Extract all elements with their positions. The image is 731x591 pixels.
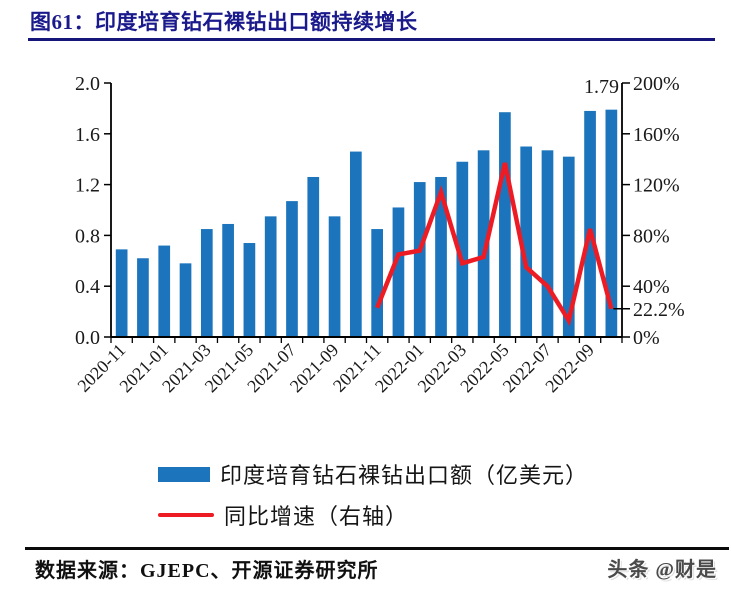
y-axis-right-label: 120% [633, 175, 680, 197]
y-axis-right-label: 0% [633, 327, 660, 349]
y-axis-right-label: 200% [633, 73, 680, 95]
value-annotation: 1.79 [584, 76, 619, 98]
bar [200, 229, 213, 337]
y-axis-left-label: 2.0 [75, 73, 100, 95]
legend-bar-swatch [158, 466, 210, 482]
legend-item-growth: 同比增速（右轴） [158, 499, 408, 531]
watermark: 头条 @财是 [607, 559, 717, 581]
bar [222, 223, 234, 337]
y-axis-right-label: 160% [633, 124, 680, 146]
bar [562, 156, 575, 337]
report-title: 图61：印度培育钻石裸钻出口额持续增长 [30, 10, 418, 34]
y-axis-left-label: 1.6 [75, 124, 100, 146]
legend-line-swatch [158, 512, 214, 518]
bar [179, 263, 192, 337]
legend-item-exports: 印度培育钻石裸钻出口额（亿美元） [158, 458, 588, 490]
yoy-growth-line [375, 162, 614, 327]
bar [605, 109, 618, 337]
y-axis-left-label: 0.4 [75, 276, 100, 298]
footer-divider [25, 547, 729, 550]
bar [264, 216, 277, 337]
growth-callout-label: 22.2% [633, 299, 685, 321]
bar [307, 176, 320, 337]
bar [541, 150, 554, 337]
combo-chart: 0.0 0.4 0.8 1.2 1.6 2.0 0% 40% 80% 120% 160% 200% 20… [73, 73, 685, 397]
bar [520, 146, 533, 337]
bar [350, 151, 362, 337]
bar [499, 112, 511, 338]
bar [477, 150, 490, 337]
bar [286, 201, 298, 337]
bar [584, 110, 596, 337]
bar [137, 258, 149, 337]
bar [456, 161, 469, 337]
bar [371, 229, 383, 337]
bar [243, 243, 256, 337]
title-underline [28, 38, 715, 41]
y-axis-left-label: 0.0 [75, 327, 100, 349]
y-axis-left-label: 1.2 [75, 175, 100, 197]
y-axis-right-label: 40% [633, 276, 670, 298]
bar [435, 176, 447, 337]
y-axis-left-label: 0.8 [75, 225, 100, 247]
legend-item-label: 印度培育钻石裸钻出口额（亿美元） [220, 463, 589, 488]
legend-item-label: 同比增速（右轴） [224, 504, 409, 529]
x-axis-label: 2022-09 [541, 340, 598, 397]
bar [158, 245, 171, 337]
bar [392, 207, 405, 337]
bar [115, 249, 128, 337]
bar [413, 182, 426, 337]
source-note: 数据来源：GJEPC、开源证券研究所 [35, 560, 379, 582]
y-axis-right-label: 80% [633, 225, 670, 247]
bar [328, 216, 341, 337]
